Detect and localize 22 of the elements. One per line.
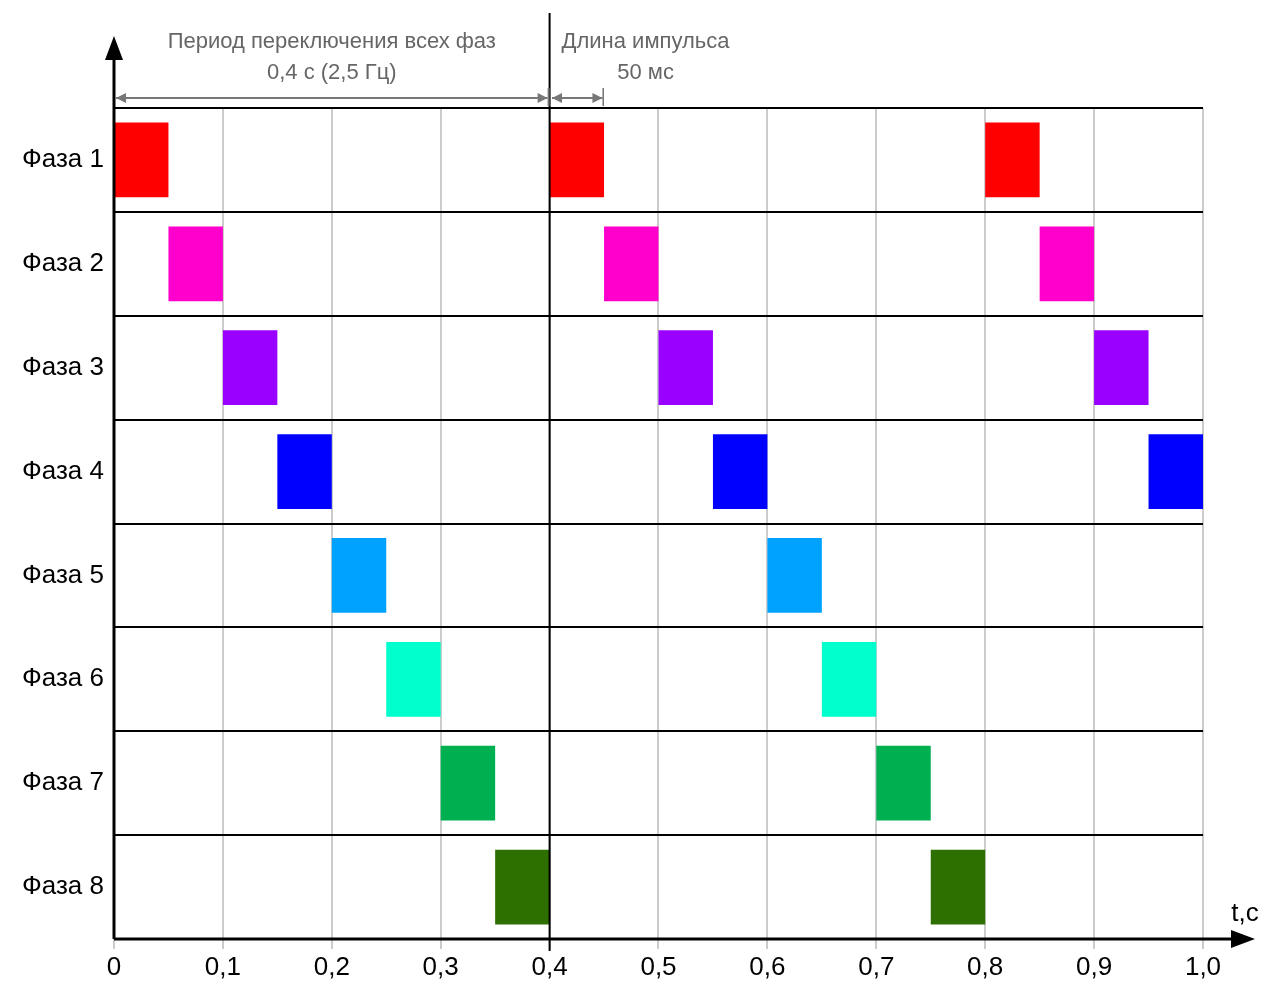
y-tick-label: Фаза 7: [22, 766, 104, 797]
x-tick-label: 0,1: [204, 951, 241, 982]
x-tick-label: 0,9: [1076, 951, 1113, 982]
x-tick-label: 0,2: [313, 951, 350, 982]
y-tick-label: Фаза 8: [22, 870, 104, 901]
y-tick-label: Фаза 4: [22, 454, 104, 485]
y-tick-label: Фаза 2: [22, 246, 104, 277]
y-tick-label: Фаза 5: [22, 558, 104, 589]
x-axis-title: t,c: [1231, 897, 1259, 927]
x-tick-label: 0,8: [967, 951, 1004, 982]
x-tick-label: 0: [106, 951, 122, 982]
x-tick-label: 0,4: [531, 951, 568, 982]
y-tick-label: Фаза 3: [22, 350, 104, 381]
y-tick-label: Фаза 1: [22, 143, 104, 174]
x-tick-label: 0,7: [858, 951, 895, 982]
y-tick-label: Фаза 6: [22, 662, 104, 693]
x-tick-label: 0,6: [749, 951, 786, 982]
x-tick-label: 0,5: [640, 951, 677, 982]
x-tick-label: 1,0: [1184, 951, 1222, 982]
text: Период переключения всех фаз 0,4 с (2,5 Гц): [167, 28, 496, 84]
x-tick-label: 0,3: [422, 951, 459, 982]
text: Длина импульса 50 мс: [561, 28, 731, 84]
